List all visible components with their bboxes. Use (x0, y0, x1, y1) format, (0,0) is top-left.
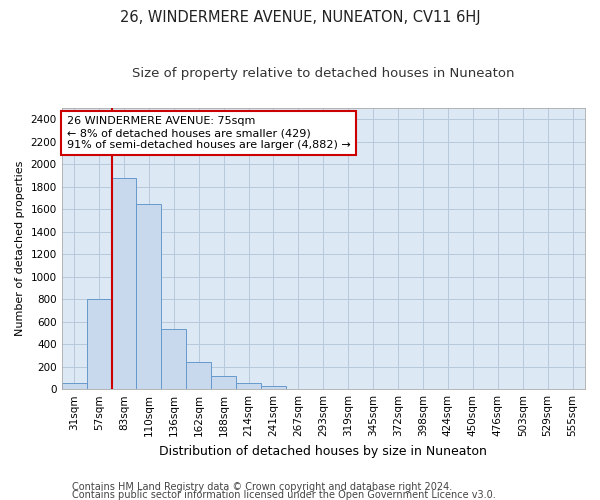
Bar (136, 204, 161, 389)
Bar (62, 383, 86, 389)
Bar (211, 376, 236, 389)
Bar (86, 299, 112, 389)
Text: 26 WINDERMERE AVENUE: 75sqm
← 8% of detached houses are smaller (429)
91% of sem: 26 WINDERMERE AVENUE: 75sqm ← 8% of deta… (67, 116, 350, 150)
Text: Contains public sector information licensed under the Open Government Licence v3: Contains public sector information licen… (72, 490, 496, 500)
Bar (236, 383, 261, 389)
Y-axis label: Number of detached properties: Number of detached properties (15, 161, 25, 336)
Text: 26, WINDERMERE AVENUE, NUNEATON, CV11 6HJ: 26, WINDERMERE AVENUE, NUNEATON, CV11 6H… (119, 10, 481, 25)
Bar (161, 329, 186, 389)
Text: Contains HM Land Registry data © Crown copyright and database right 2024.: Contains HM Land Registry data © Crown c… (72, 482, 452, 492)
Bar (186, 362, 211, 389)
Bar (112, 178, 136, 389)
X-axis label: Distribution of detached houses by size in Nuneaton: Distribution of detached houses by size … (160, 444, 487, 458)
Bar (261, 386, 286, 389)
Title: Size of property relative to detached houses in Nuneaton: Size of property relative to detached ho… (132, 68, 515, 80)
